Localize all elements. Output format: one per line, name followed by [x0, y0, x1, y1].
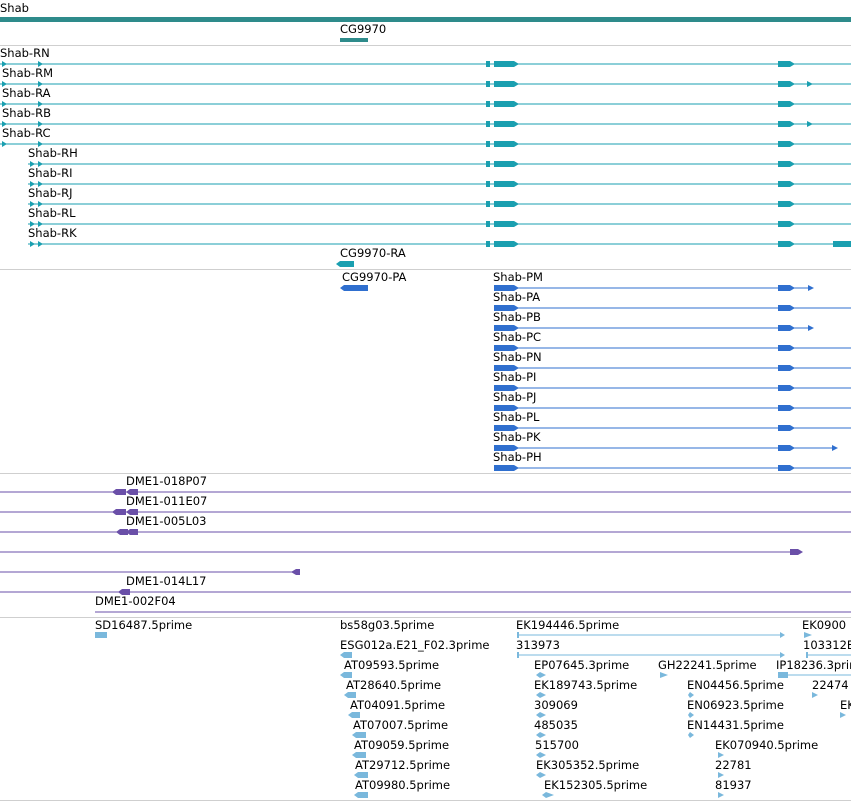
- clone-label[interactable]: DME1-018P07: [126, 474, 208, 488]
- est-label[interactable]: EK070940.5prime: [715, 738, 819, 752]
- track-separator: [0, 269, 851, 270]
- clone-label[interactable]: DME1-014L17: [126, 574, 207, 588]
- protein-label[interactable]: Shab-PH: [493, 450, 542, 464]
- protein-label[interactable]: Shab-PJ: [493, 390, 537, 404]
- transcript-label[interactable]: Shab-RN: [0, 46, 50, 60]
- gene-label-shab[interactable]: Shab: [0, 1, 29, 15]
- transcript-label[interactable]: Shab-RH: [28, 146, 78, 160]
- clone-blocks: [112, 489, 803, 595]
- track-separator: [0, 617, 851, 618]
- est-label[interactable]: 485035: [534, 718, 578, 732]
- protein-label[interactable]: Shab-PM: [493, 270, 543, 284]
- est-label[interactable]: 103312E: [803, 638, 851, 652]
- est-blocks: [95, 632, 851, 798]
- est-label[interactable]: 81937: [715, 778, 752, 792]
- protein-label[interactable]: Shab-PC: [493, 330, 542, 344]
- est-label[interactable]: EK152305.5prime: [544, 778, 648, 792]
- transcript-label[interactable]: Shab-RM: [2, 66, 53, 80]
- est-label[interactable]: EK189743.5prime: [534, 678, 638, 692]
- gene-cg9970-bar: [340, 38, 368, 42]
- protein-label[interactable]: Shab-PI: [493, 370, 537, 384]
- track-separator: [0, 45, 851, 46]
- protein-label[interactable]: Shab-PN: [493, 350, 542, 364]
- est-label[interactable]: GH22241.5prime: [658, 658, 757, 672]
- est-label[interactable]: SD16487.5prime: [95, 618, 193, 632]
- protein-label[interactable]: Shab-PA: [493, 290, 541, 304]
- gene-label-cg9970[interactable]: CG9970: [340, 22, 387, 36]
- protein-exons: [340, 285, 838, 471]
- est-label[interactable]: EK194446.5prime: [516, 618, 620, 632]
- transcript-label[interactable]: Shab-RB: [2, 106, 51, 120]
- est-label[interactable]: AT09593.5prime: [344, 658, 440, 672]
- est-label[interactable]: EK0900: [802, 618, 847, 632]
- est-label[interactable]: 515700: [535, 738, 579, 752]
- transcript-label[interactable]: CG9970-RA: [340, 246, 406, 260]
- est-label[interactable]: EN06923.5prime: [687, 698, 784, 712]
- transcript-exons: [2, 61, 851, 267]
- est-label[interactable]: EK: [840, 698, 851, 712]
- protein-lines: [494, 287, 851, 469]
- clone-label[interactable]: DME1-005L03: [126, 514, 207, 528]
- protein-label[interactable]: CG9970-PA: [342, 270, 407, 284]
- est-label[interactable]: bs58g03.5prime: [340, 618, 435, 632]
- est-label[interactable]: 22474: [812, 678, 849, 692]
- clone-label[interactable]: DME1-011E07: [126, 494, 208, 508]
- transcript-label[interactable]: Shab-RK: [28, 226, 77, 240]
- clone-lines: [0, 491, 851, 613]
- est-label[interactable]: AT28640.5prime: [346, 678, 442, 692]
- est-label[interactable]: AT09980.5prime: [355, 778, 451, 792]
- est-label[interactable]: AT29712.5prime: [355, 758, 451, 772]
- est-label[interactable]: AT09059.5prime: [354, 738, 450, 752]
- est-label[interactable]: EK305352.5prime: [536, 758, 640, 772]
- est-label[interactable]: EP07645.3prime: [534, 658, 630, 672]
- est-label[interactable]: 22781: [715, 758, 752, 772]
- est-label[interactable]: EN04456.5prime: [687, 678, 784, 692]
- protein-label[interactable]: Shab-PB: [493, 310, 541, 324]
- transcript-lines: [0, 63, 851, 245]
- protein-label[interactable]: Shab-PL: [493, 410, 540, 424]
- est-label[interactable]: 309069: [534, 698, 578, 712]
- est-label[interactable]: EN14431.5prime: [687, 718, 784, 732]
- transcript-label[interactable]: Shab-RL: [28, 206, 76, 220]
- est-label[interactable]: AT04091.5prime: [350, 698, 446, 712]
- protein-label[interactable]: Shab-PK: [493, 430, 541, 444]
- transcript-label[interactable]: Shab-RI: [28, 166, 73, 180]
- est-label[interactable]: IP18236.3prime: [776, 658, 851, 672]
- est-label[interactable]: AT07007.5prime: [353, 718, 449, 732]
- est-label[interactable]: 313973: [516, 638, 560, 652]
- gene-shab-bar: [0, 17, 851, 22]
- est-label[interactable]: ESG012a.E21_F02.3prime: [340, 638, 490, 652]
- transcript-label[interactable]: Shab-RJ: [28, 186, 73, 200]
- track-separator: [0, 473, 851, 474]
- transcript-label[interactable]: Shab-RA: [2, 86, 51, 100]
- transcript-label[interactable]: Shab-RC: [2, 126, 51, 140]
- clone-label[interactable]: DME1-002F04: [95, 594, 176, 608]
